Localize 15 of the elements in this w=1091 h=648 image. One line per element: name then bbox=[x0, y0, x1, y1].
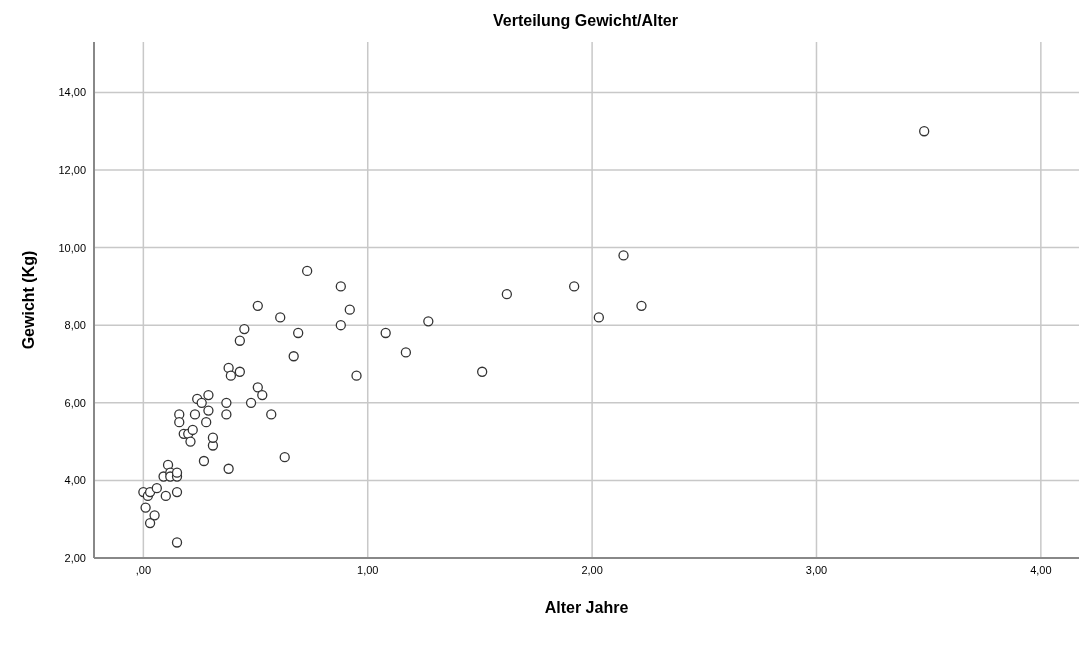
y-tick-label: 2,00 bbox=[64, 551, 86, 564]
x-tick-label: 4,00 bbox=[1030, 563, 1052, 576]
x-axis-title: Alter Jahre bbox=[544, 599, 629, 616]
y-tick-label: 4,00 bbox=[64, 474, 86, 487]
x-tick-label: 2,00 bbox=[581, 563, 603, 576]
chart-title: Verteilung Gewicht/Alter bbox=[492, 11, 679, 31]
x-tick-label: 3,00 bbox=[805, 563, 828, 576]
y-tick-label: 14,00 bbox=[58, 86, 86, 99]
x-tick-label: 1,00 bbox=[357, 563, 379, 576]
y-tick-label: 8,00 bbox=[64, 319, 86, 332]
y-tick-label: 6,00 bbox=[64, 396, 86, 409]
y-tick-label: 12,00 bbox=[58, 163, 86, 176]
x-tick-label: ,00 bbox=[135, 563, 152, 576]
y-axis-title: Gewicht (Kg) bbox=[19, 250, 37, 350]
y-tick-label: 10,00 bbox=[58, 241, 86, 254]
